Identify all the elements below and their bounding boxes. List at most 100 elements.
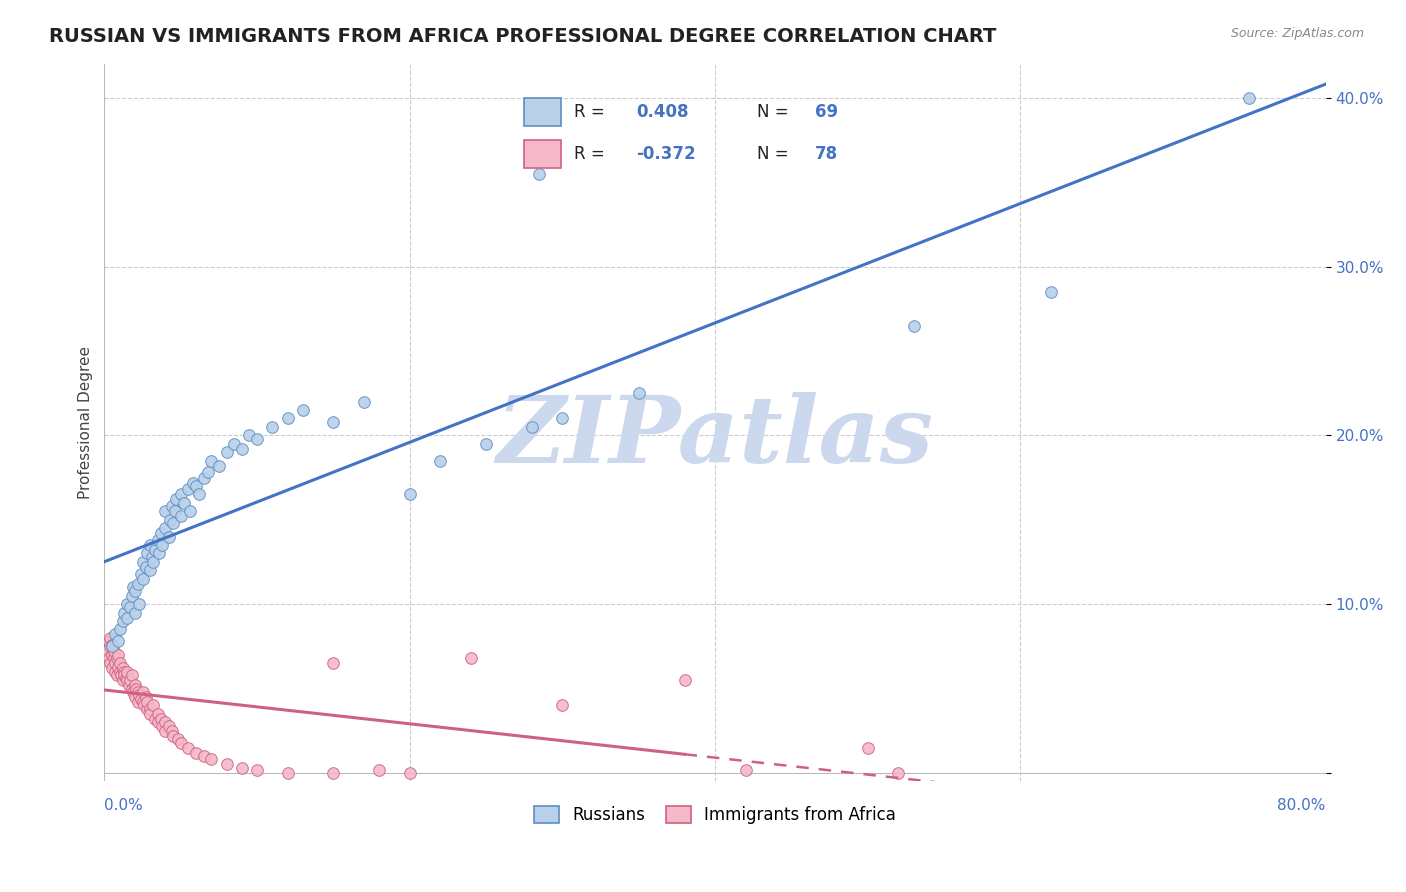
- Point: [107, 659, 129, 673]
- Point: [110, 668, 132, 682]
- Point: [96, 644, 118, 658]
- Point: [246, 432, 269, 446]
- Point: [107, 634, 129, 648]
- Point: [170, 735, 193, 749]
- Point: [136, 547, 159, 561]
- Point: [108, 665, 131, 679]
- Point: [124, 606, 146, 620]
- Point: [139, 538, 162, 552]
- Text: RUSSIAN VS IMMIGRANTS FROM AFRICA PROFESSIONAL DEGREE CORRELATION CHART: RUSSIAN VS IMMIGRANTS FROM AFRICA PROFES…: [49, 27, 997, 45]
- Point: [529, 167, 551, 181]
- Point: [627, 386, 650, 401]
- Point: [129, 566, 152, 581]
- Point: [215, 445, 238, 459]
- Point: [177, 483, 200, 497]
- Point: [152, 718, 174, 732]
- Point: [200, 453, 222, 467]
- Point: [475, 437, 498, 451]
- Point: [184, 479, 207, 493]
- Point: [165, 492, 187, 507]
- Point: [551, 698, 574, 713]
- Point: [120, 600, 142, 615]
- Point: [159, 513, 181, 527]
- Point: [114, 672, 136, 686]
- Point: [104, 656, 127, 670]
- Point: [141, 549, 163, 564]
- Point: [97, 651, 120, 665]
- Point: [155, 715, 177, 730]
- Point: [112, 665, 135, 679]
- Point: [162, 516, 184, 530]
- Point: [398, 487, 420, 501]
- Point: [856, 740, 879, 755]
- Point: [368, 763, 391, 777]
- Point: [135, 560, 157, 574]
- Point: [155, 723, 177, 738]
- Point: [238, 428, 260, 442]
- Point: [246, 763, 269, 777]
- Point: [131, 685, 153, 699]
- Point: [103, 651, 125, 665]
- Point: [108, 656, 131, 670]
- Point: [124, 583, 146, 598]
- Point: [160, 500, 183, 514]
- Text: ZIPatlas: ZIPatlas: [496, 392, 934, 482]
- Point: [155, 504, 177, 518]
- Point: [170, 509, 193, 524]
- Point: [173, 496, 195, 510]
- Point: [148, 547, 170, 561]
- Point: [122, 685, 145, 699]
- Point: [117, 673, 139, 687]
- Point: [101, 661, 124, 675]
- Point: [107, 648, 129, 662]
- Point: [162, 729, 184, 743]
- Point: [135, 690, 157, 704]
- Point: [142, 698, 165, 713]
- Point: [132, 698, 155, 713]
- Point: [193, 470, 215, 484]
- Point: [127, 685, 149, 699]
- Point: [157, 718, 180, 732]
- Point: [887, 765, 910, 780]
- Point: [734, 763, 756, 777]
- Point: [460, 651, 482, 665]
- Point: [160, 723, 183, 738]
- Point: [103, 644, 125, 658]
- Point: [118, 678, 141, 692]
- Point: [139, 706, 162, 721]
- Point: [322, 415, 344, 429]
- Point: [903, 318, 925, 333]
- Point: [121, 589, 143, 603]
- Point: [193, 749, 215, 764]
- Point: [146, 533, 169, 547]
- Point: [97, 634, 120, 648]
- Point: [111, 614, 134, 628]
- Point: [322, 765, 344, 780]
- Point: [224, 437, 246, 451]
- Point: [122, 580, 145, 594]
- Point: [1239, 91, 1261, 105]
- Point: [231, 442, 253, 456]
- Point: [157, 530, 180, 544]
- Point: [142, 555, 165, 569]
- Point: [131, 695, 153, 709]
- Point: [188, 487, 211, 501]
- Point: [100, 656, 122, 670]
- Point: [136, 702, 159, 716]
- Point: [117, 665, 139, 679]
- Point: [112, 606, 135, 620]
- Point: [124, 690, 146, 704]
- Point: [322, 656, 344, 670]
- Point: [124, 678, 146, 692]
- Point: [121, 681, 143, 696]
- Point: [231, 761, 253, 775]
- Point: [143, 712, 166, 726]
- Point: [200, 752, 222, 766]
- Point: [1039, 285, 1062, 299]
- Point: [105, 651, 128, 665]
- Point: [277, 411, 299, 425]
- Point: [520, 420, 543, 434]
- Point: [184, 746, 207, 760]
- Point: [108, 623, 131, 637]
- Point: [129, 691, 152, 706]
